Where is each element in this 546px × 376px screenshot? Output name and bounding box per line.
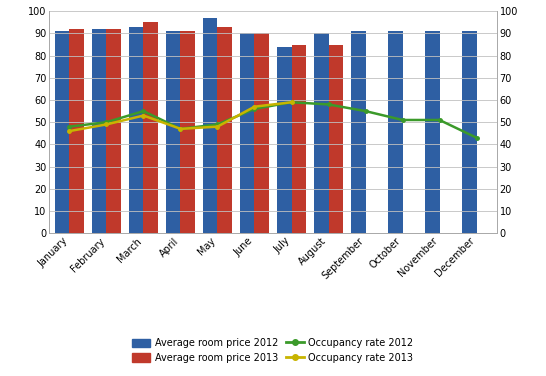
Occupancy rate 2013 [177,127,184,131]
Occupancy rate 2013 [288,100,295,105]
Bar [329,45,343,233]
Bar [203,18,217,233]
Bar [277,47,292,233]
Bar [69,29,84,233]
Occupancy rate 2012 [288,100,295,105]
Bar [240,33,254,233]
Occupancy rate 2012 [436,118,443,122]
Bar [254,33,269,233]
Occupancy rate 2012 [140,109,147,114]
Bar [314,33,329,233]
Bar [181,31,195,233]
Occupancy rate 2012 [251,107,258,111]
Bar [351,31,365,233]
Bar [462,31,477,233]
Occupancy rate 2012 [325,102,332,107]
Bar [92,29,106,233]
Occupancy rate 2013 [66,129,73,133]
Bar [144,23,158,233]
Line: Occupancy rate 2012: Occupancy rate 2012 [68,100,478,139]
Bar [217,27,232,233]
Bar [292,45,306,233]
Line: Occupancy rate 2013: Occupancy rate 2013 [68,100,293,133]
Occupancy rate 2012 [399,118,406,122]
Occupancy rate 2012 [362,109,369,114]
Occupancy rate 2012 [103,120,110,124]
Bar [129,27,144,233]
Legend: Average room price 2012, Average room price 2013, Occupancy rate 2012, Occupancy: Average room price 2012, Average room pr… [129,335,417,366]
Occupancy rate 2012 [177,127,184,131]
Occupancy rate 2013 [103,122,110,127]
Bar [55,31,69,233]
Bar [425,31,440,233]
Occupancy rate 2012 [473,135,480,140]
Occupancy rate 2012 [214,122,221,127]
Occupancy rate 2012 [66,124,73,129]
Occupancy rate 2013 [214,124,221,129]
Bar [106,29,121,233]
Occupancy rate 2013 [251,105,258,109]
Occupancy rate 2013 [140,113,147,118]
Bar [165,31,181,233]
Bar [388,31,402,233]
